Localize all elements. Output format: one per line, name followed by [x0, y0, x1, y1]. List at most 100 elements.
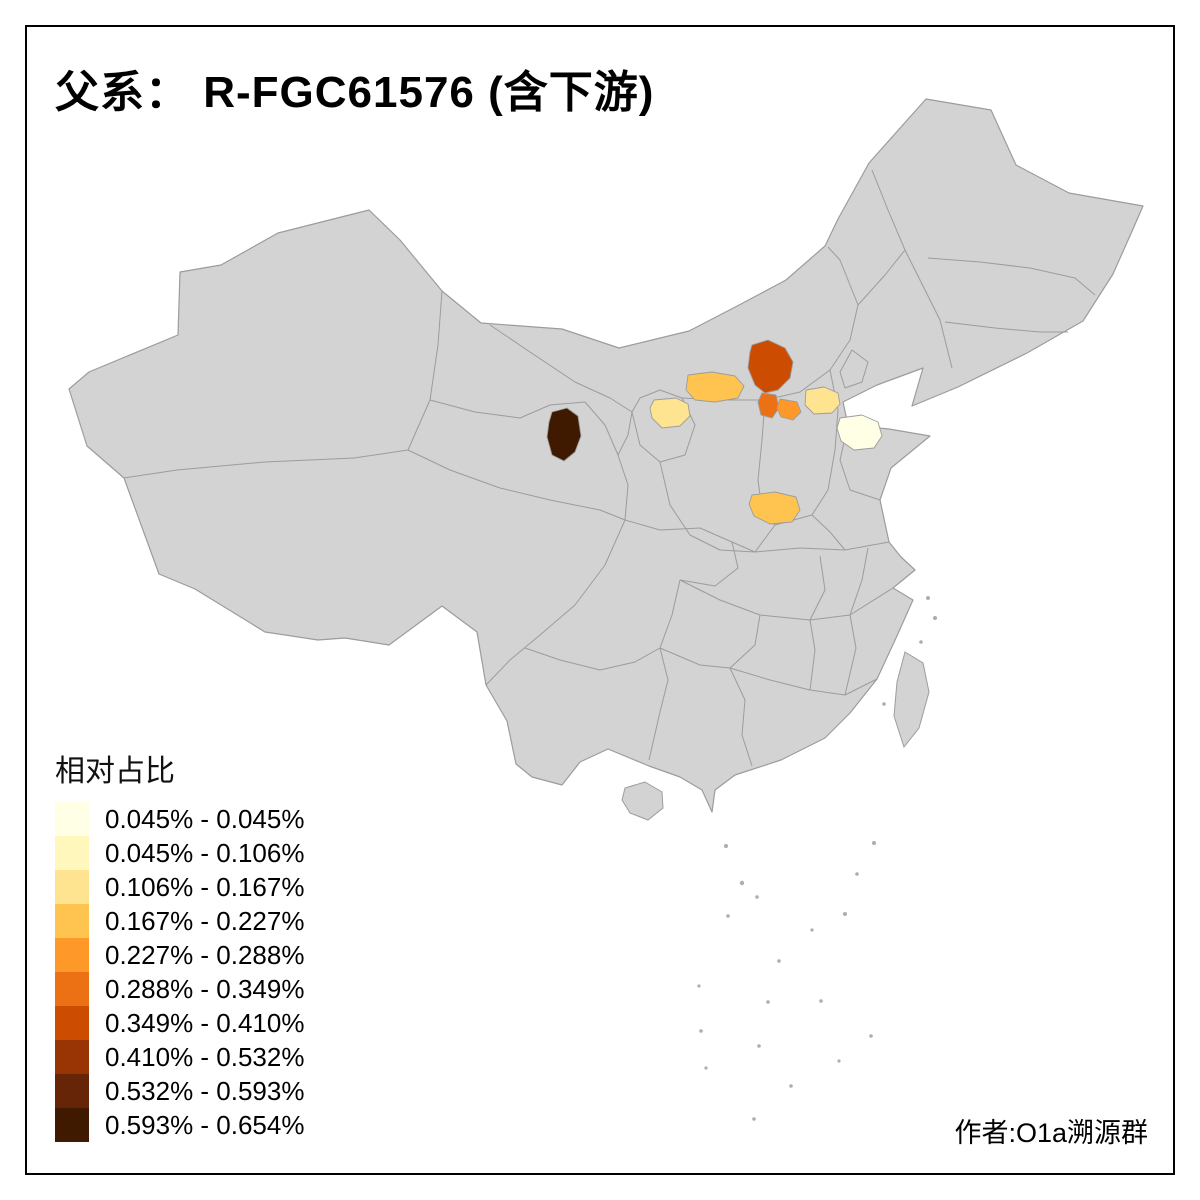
sea-islet — [704, 1066, 708, 1070]
legend-label: 0.106% - 0.167% — [105, 872, 305, 902]
sea-islet — [882, 702, 886, 706]
province-border-line — [489, 324, 633, 413]
sea-islet — [757, 1044, 761, 1048]
hainan-island — [621, 781, 664, 821]
choropleth-region — [776, 398, 802, 421]
legend-item: 0.106% - 0.167% — [55, 870, 304, 904]
sea-islet — [933, 616, 937, 620]
legend-swatch — [55, 870, 89, 904]
province-border-line — [485, 519, 626, 686]
sea-islet — [766, 1000, 770, 1004]
province-border-line — [729, 667, 753, 767]
legend: 相对占比 0.045% - 0.045% 0.045% - 0.106% 0.106… — [55, 746, 304, 1142]
choropleth-region — [649, 397, 691, 429]
province-border-line — [659, 647, 731, 669]
legend-item: 0.045% - 0.045% — [55, 802, 304, 836]
province-border-line — [729, 614, 761, 669]
sea-islet — [699, 1029, 703, 1033]
legend-item: 0.167% - 0.227% — [55, 904, 304, 938]
legend-item: 0.045% - 0.106% — [55, 836, 304, 870]
choropleth-region — [546, 407, 582, 462]
sea-islet — [819, 999, 823, 1003]
legend-title: 相对占比 — [55, 755, 175, 788]
sea-islet — [724, 844, 728, 848]
choropleth-region — [747, 339, 794, 394]
legend-item: 0.288% - 0.349% — [55, 972, 304, 1006]
province-border-line — [809, 555, 826, 621]
plot-frame — [25, 25, 1175, 1175]
province-border-line — [844, 614, 857, 696]
choropleth-region — [748, 491, 801, 525]
sea-islet — [837, 1059, 841, 1063]
legend-label: 0.410% - 0.532% — [105, 1042, 305, 1072]
province-border-line — [871, 169, 953, 369]
china-mainland — [68, 98, 1144, 813]
sea-islet — [843, 912, 847, 916]
choropleth-regions — [546, 339, 883, 525]
province-border-line — [624, 519, 756, 553]
author-credit: 作者:O1a溯源群 — [954, 1118, 1148, 1148]
province-border-line — [429, 399, 619, 456]
sea-islet — [697, 984, 701, 988]
choropleth-region — [836, 414, 883, 451]
choropleth-region — [804, 386, 841, 415]
province-border-line — [648, 647, 669, 761]
legend-swatch — [55, 1006, 89, 1040]
sea-islet — [755, 895, 759, 899]
legend-swatch — [55, 1040, 89, 1074]
province-border-line — [811, 514, 846, 551]
province-border-line — [857, 249, 906, 306]
sea-islands — [697, 596, 937, 1121]
legend-item: 0.593% - 0.654% — [55, 1108, 304, 1142]
legend-item: 0.227% - 0.288% — [55, 938, 304, 972]
legend-label: 0.349% - 0.410% — [105, 1008, 305, 1038]
province-border-line — [679, 579, 894, 621]
sea-islet — [739, 880, 745, 886]
province-border-line — [407, 449, 626, 521]
sea-islet — [855, 872, 859, 876]
legend-swatch — [55, 904, 89, 938]
legend-label: 0.167% - 0.227% — [105, 906, 305, 936]
choropleth-region — [685, 371, 745, 403]
sea-islet — [777, 959, 781, 963]
legend-item: 0.532% - 0.593% — [55, 1074, 304, 1108]
choropleth-region — [757, 392, 780, 419]
sea-islet — [926, 596, 930, 600]
legend-swatch — [55, 1074, 89, 1108]
sea-islet — [726, 914, 730, 918]
page-title: 父系： R-FGC61576 (含下游) — [55, 68, 655, 117]
sea-islet — [872, 841, 876, 845]
legend-swatch — [55, 972, 89, 1006]
province-border-line — [944, 321, 1068, 333]
legend-label: 0.593% - 0.654% — [105, 1110, 305, 1140]
province-border-line — [524, 647, 661, 671]
legend-label: 0.045% - 0.106% — [105, 838, 305, 868]
province-border-line — [659, 461, 776, 553]
legend-swatch — [55, 836, 89, 870]
legend-item: 0.410% - 0.532% — [55, 1040, 304, 1074]
province-border-line — [809, 619, 816, 691]
legend-item: 0.349% - 0.410% — [55, 1006, 304, 1040]
legend-swatch — [55, 802, 89, 836]
province-border-line — [754, 541, 890, 553]
sea-islet — [919, 640, 923, 644]
sea-islet — [869, 1034, 873, 1038]
sea-islet — [752, 1117, 756, 1121]
legend-label: 0.532% - 0.593% — [105, 1076, 305, 1106]
legend-items: 0.045% - 0.045% 0.045% - 0.106% 0.106% - 0… — [55, 802, 304, 1142]
province-border-line — [659, 579, 681, 649]
province-border-line — [839, 349, 869, 389]
legend-swatch — [55, 938, 89, 972]
legend-swatch — [55, 1108, 89, 1142]
province-border-line — [123, 449, 409, 479]
province-border-line — [407, 290, 443, 451]
taiwan-island — [893, 651, 930, 749]
sea-islet — [810, 928, 814, 932]
province-border-line — [617, 454, 629, 521]
legend-label: 0.045% - 0.045% — [105, 804, 305, 834]
province-border-line — [849, 547, 869, 616]
sea-islet — [789, 1084, 793, 1088]
legend-label: 0.227% - 0.288% — [105, 940, 305, 970]
